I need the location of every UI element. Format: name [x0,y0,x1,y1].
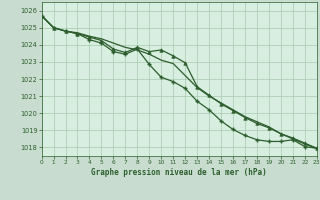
X-axis label: Graphe pression niveau de la mer (hPa): Graphe pression niveau de la mer (hPa) [91,168,267,177]
